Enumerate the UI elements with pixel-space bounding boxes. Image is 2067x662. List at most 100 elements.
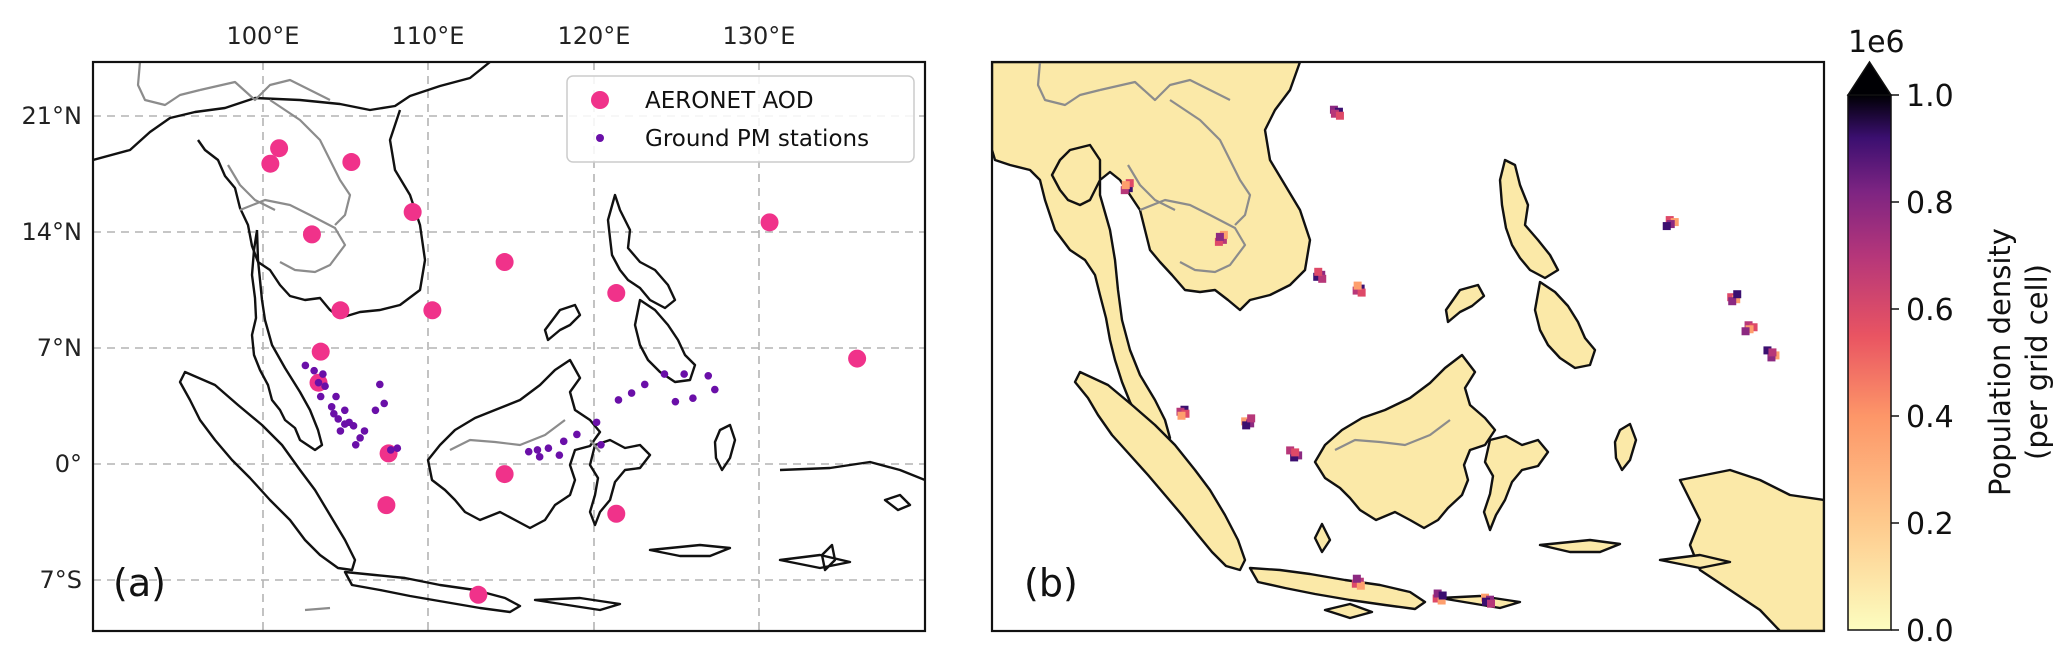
population-hotspots (1120, 105, 1780, 608)
ground-pm-station-marker (592, 418, 601, 427)
population-cell (1437, 596, 1446, 605)
ground-pm-station-marker (301, 361, 310, 370)
panel-a: 100°E 110°E 120°E 130°E 21°N 14°N 7°N 0°… (22, 22, 927, 633)
ground-pm-station-marker (680, 370, 688, 378)
population-cell (1290, 453, 1299, 462)
ground-pm-station-marker (371, 406, 380, 415)
colorbar-ticks: 0.0 0.2 0.4 0.6 0.8 1.0 (1891, 79, 1954, 649)
aeronet-site-marker (311, 342, 330, 361)
population-cell (1352, 286, 1361, 295)
population-cell (1247, 414, 1256, 423)
population-cell (1482, 597, 1491, 606)
ground-pm-station-marker (351, 440, 360, 449)
population-cell (1351, 579, 1360, 588)
lon-tick: 130°E (723, 22, 796, 50)
panel-a-frame (91, 60, 927, 633)
population-cell (1741, 327, 1750, 336)
population-cell (1286, 446, 1295, 455)
ground-pm-station-marker (376, 380, 384, 389)
population-cell (1662, 222, 1671, 231)
ground-pm-station-marker (535, 453, 544, 461)
ground-pm-station-marker (340, 406, 349, 415)
colorbar-title: Population density (1983, 228, 2017, 496)
ground-pm-station-marker (321, 382, 329, 390)
borders-a (136, 62, 601, 612)
aeronet-site-marker (607, 284, 626, 303)
lon-tick-labels-a: 100°E 110°E 120°E 130°E (227, 22, 796, 50)
ground-pm-station-marker (327, 403, 336, 411)
population-cell (1768, 348, 1777, 357)
ground-pm-station-marker (671, 397, 680, 406)
colorbar-tick-label: 1.0 (1906, 79, 1954, 114)
aeronet-sites (261, 139, 867, 604)
ground-pm-station-marker (689, 394, 697, 403)
aeronet-site-marker (302, 225, 321, 244)
population-cell (1120, 186, 1129, 195)
lon-tick: 110°E (392, 22, 465, 50)
lat-tick: 7°S (39, 566, 82, 594)
aeronet-site-marker (760, 213, 779, 232)
colorbar-gradient (1847, 94, 1892, 631)
ground-pm-station-marker (386, 446, 395, 454)
legend-aeronet-marker (591, 91, 609, 109)
ground-pm-station-marker (380, 399, 389, 408)
population-cell (1733, 290, 1742, 299)
legend-aeronet-label: AERONET AOD (645, 88, 814, 114)
population-cell (1356, 581, 1365, 590)
legend-a: AERONET AOD Ground PM stations (566, 75, 915, 163)
population-cell (1763, 346, 1772, 355)
lat-tick: 0° (55, 450, 82, 478)
aeronet-site-marker (331, 301, 350, 320)
population-cell (1291, 448, 1300, 457)
ground-pm-station-marker (314, 378, 323, 387)
population-cell (1314, 267, 1323, 276)
ground-pm-station-marker (559, 437, 568, 446)
ground-pm-station-marker (597, 440, 605, 449)
ground-pm-station-marker (573, 430, 581, 439)
panel-b-label: (b) (1024, 561, 1078, 605)
population-cell (1357, 288, 1366, 297)
population-cell (1318, 274, 1327, 283)
aeronet-site-marker (377, 496, 396, 515)
population-cell (1242, 421, 1251, 430)
aeronet-site-marker (342, 153, 361, 172)
colorbar-exponent: 1e6 (1848, 25, 1905, 60)
population-cell (1432, 594, 1441, 603)
ground-pm-station-marker (524, 447, 533, 456)
population-cell (1313, 272, 1322, 281)
population-cell (1177, 411, 1186, 420)
aeronet-site-marker (270, 139, 289, 158)
population-cell (1121, 181, 1130, 190)
panel-b: (b) 1e6 0.0 0.2 0.4 0.6 0.8 1.0 Populati… (990, 25, 2054, 649)
lat-tick: 21°N (22, 102, 83, 130)
population-cell (1330, 109, 1339, 118)
ground-pm-station-marker (533, 446, 542, 454)
lat-tick-labels-a: 21°N 14°N 7°N 0° 7°S (22, 102, 83, 594)
lat-tick: 7°N (37, 334, 82, 362)
colorbar-extend-arrow (1846, 60, 1893, 96)
ground-pm-station-marker (360, 427, 369, 435)
population-cell (1433, 589, 1442, 598)
colorbar-tick-label: 0.4 (1906, 400, 1954, 435)
aeronet-site-marker (261, 154, 280, 173)
legend-ground-label: Ground PM stations (645, 126, 869, 152)
ground-pm-station-marker (330, 409, 338, 418)
ground-pm-station-marker (555, 451, 564, 459)
ground-pm-station-marker (711, 385, 719, 394)
aeronet-site-marker (495, 253, 514, 272)
ground-pm-station-marker (349, 422, 358, 430)
ground-pm-station-marker (704, 372, 713, 380)
ground-pm-station-marker (614, 396, 623, 404)
population-cell (1728, 297, 1737, 306)
colorbar-subtitle: (per grid cell) (2020, 264, 2054, 460)
colorbar-tick-label: 0.0 (1906, 614, 1954, 649)
panel-b-frame (990, 60, 1826, 633)
population-cell (1215, 232, 1224, 241)
aeronet-site-marker (423, 301, 442, 320)
ground-pm-station-marker (319, 370, 327, 378)
ground-pm-stations (301, 361, 719, 461)
ground-pm-station-marker (660, 370, 669, 378)
aeronet-site-marker (469, 585, 488, 604)
ground-pm-station-marker (316, 392, 325, 401)
coastlines-a (93, 62, 925, 614)
